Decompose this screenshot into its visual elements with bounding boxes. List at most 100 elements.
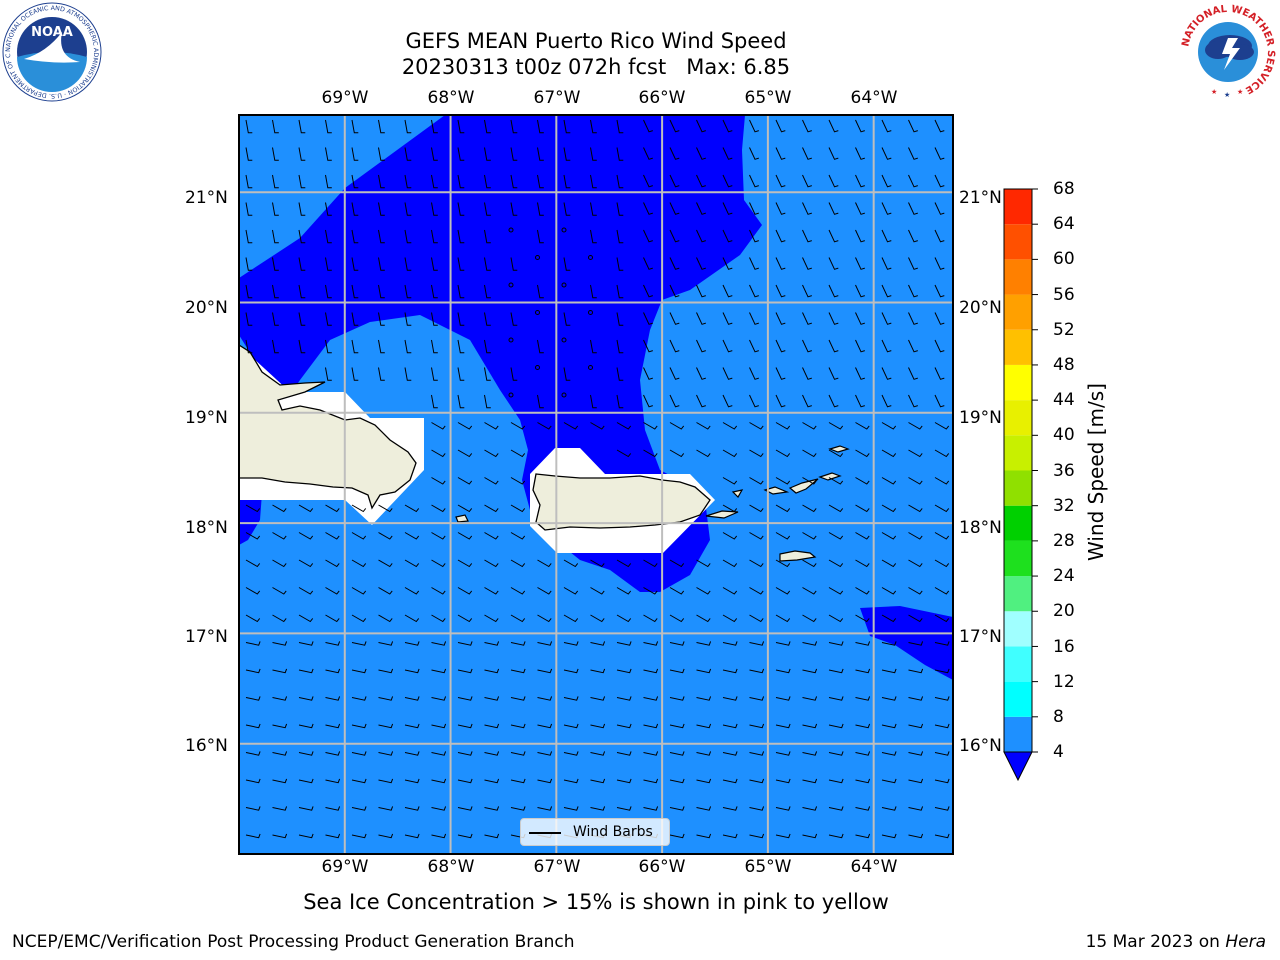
wind-barb [484,668,500,674]
wind-barb [855,284,865,298]
wind-barb [272,559,287,568]
wind-barb [669,587,685,595]
sea-ice-caption: Sea Ice Concentration > 15% is shown in … [303,890,889,914]
st-croix-island [779,550,817,562]
wind-barb [431,614,446,623]
wind-barb [908,504,923,513]
wind-barb [643,422,658,430]
wind-barb [696,422,711,430]
wind-barb [908,174,918,188]
wind-barb [881,833,897,839]
wind-barb [298,614,314,623]
wind-barb [881,614,897,623]
wind-barb [643,174,653,188]
colorbar-segment [1004,505,1032,541]
wind-barb [934,778,950,784]
wind-barb [590,284,597,299]
wind-barb [563,312,571,326]
wind-barb [325,147,332,161]
wind-barb [669,422,685,430]
wind-barb [881,312,892,325]
wind-barb [457,723,473,729]
svg-text:★: ★ [1211,88,1217,96]
wind-barb [908,833,924,839]
wind-barb [802,806,818,811]
wind-barb [775,668,791,674]
wind-barb [775,696,791,701]
wind-barb [749,806,765,811]
wind-barb [431,119,438,134]
wind-barb [404,312,412,326]
wind-barb [325,641,341,646]
wind-barb [828,394,839,408]
wind-barb [431,778,447,784]
wind-barb [934,339,945,353]
wind-barb [934,202,945,215]
wind-barb [828,284,839,298]
wind-barb [616,422,632,430]
wind-barb [272,806,288,811]
wind-barb [802,833,818,839]
wind-barb [484,806,500,811]
wind-barb [590,668,606,674]
wind-barb [298,751,314,756]
wind-barb [722,587,738,595]
wind-barb [696,751,712,756]
wind-barb [749,202,759,215]
wind-barb [669,202,680,215]
wind-barb [828,532,844,540]
wind-barb [272,751,288,756]
wind-barb [749,119,759,133]
wind-barb [510,778,526,784]
colorbar-segment [1004,470,1032,506]
footer-organization: NCEP/EMC/Verification Post Processing Pr… [12,932,575,952]
calm-wind-marker [561,337,567,343]
low-wind-region-north [239,115,762,592]
wind-barb [325,257,332,271]
wind-barb [616,696,632,701]
vieques-island [705,510,739,519]
wind-barb [696,723,712,729]
wind-barb [643,202,653,215]
colorbar-segment [1004,259,1032,295]
colorbar-segment [1004,611,1032,647]
wind-barb [722,778,738,784]
wind-barb [537,696,553,701]
wind-barb [616,284,624,299]
wind-barb [484,778,500,784]
wind-barb [749,532,764,540]
wind-barb [245,696,261,701]
wind-barb [351,257,359,271]
wind-barb [404,174,412,189]
wind-barb [245,229,253,244]
wind-barb [404,696,420,701]
colorbar-tick-68: 68 [1053,179,1075,199]
wind-barb [775,751,791,756]
wind-barb [775,284,786,298]
wind-barb [855,147,865,160]
wind-barb [457,477,473,485]
wind-barb [510,119,518,134]
wind-barb [457,696,473,701]
wind-barb [537,668,553,674]
wind-barb [404,367,412,381]
wind-barb [484,696,500,701]
mona-island [455,514,469,523]
wind-barb [696,641,712,646]
wind-barb [908,202,918,215]
wind-barb [431,394,438,409]
wind-barb [537,229,544,244]
wind-barb [881,696,897,701]
wind-barb [616,751,632,756]
wind-barb [616,312,624,326]
wind-barb [881,723,897,729]
wind-barb [722,147,733,160]
wind-barb [245,339,253,354]
wind-barb [855,257,865,270]
wind-barb [272,833,288,839]
lon-label-bottom-64w: 64°W [850,857,898,877]
wind-barb [351,614,367,623]
wind-barb [749,614,764,623]
wind-barb [802,532,817,540]
wind-barb [325,614,340,623]
